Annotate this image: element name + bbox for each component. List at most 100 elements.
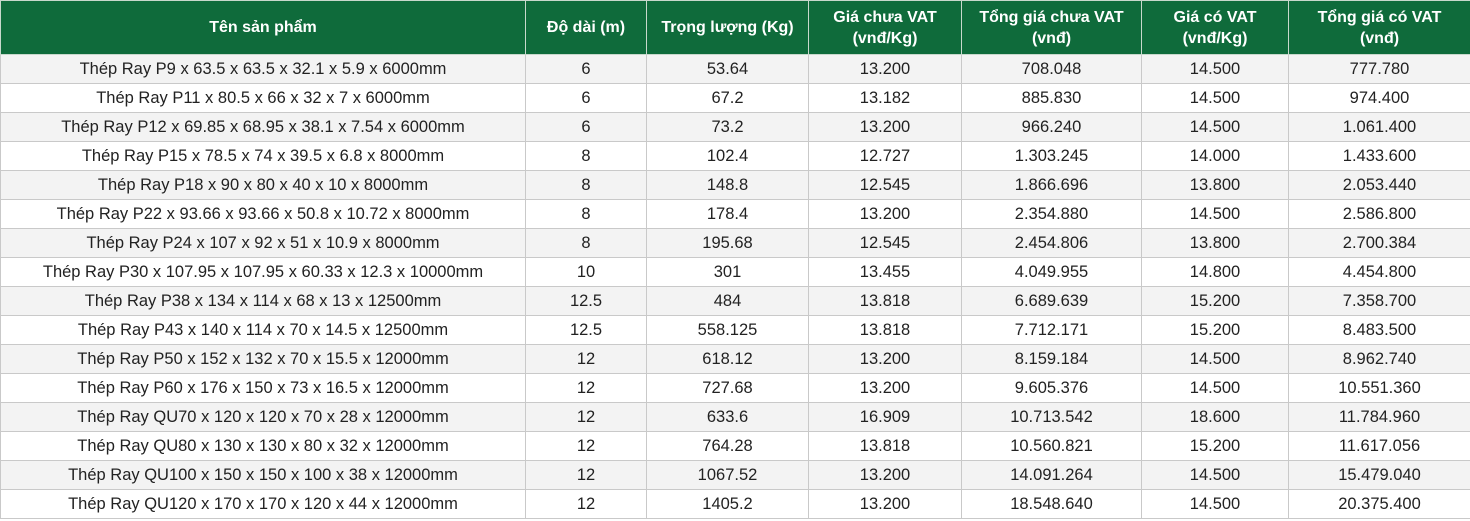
value-cell: 14.500: [1141, 460, 1289, 490]
value-cell: 484: [646, 286, 809, 316]
product-name-cell: Thép Ray QU80 x 130 x 130 x 80 x 32 x 12…: [0, 431, 526, 461]
value-cell: 12.545: [808, 228, 962, 258]
header-cell: Giá có VAT (vnđ/Kg): [1141, 0, 1289, 55]
value-cell: 102.4: [646, 141, 809, 171]
value-cell: 67.2: [646, 83, 809, 113]
value-cell: 2.354.880: [961, 199, 1142, 229]
header-cell: Độ dài (m): [525, 0, 647, 55]
value-cell: 53.64: [646, 54, 809, 84]
value-cell: 618.12: [646, 344, 809, 374]
product-name-cell: Thép Ray P15 x 78.5 x 74 x 39.5 x 6.8 x …: [0, 141, 526, 171]
value-cell: 11.784.960: [1288, 402, 1470, 432]
value-cell: 6: [525, 112, 647, 142]
value-cell: 13.200: [808, 112, 962, 142]
value-cell: 2.700.384: [1288, 228, 1470, 258]
product-name-cell: Thép Ray P50 x 152 x 132 x 70 x 15.5 x 1…: [0, 344, 526, 374]
value-cell: 7.712.171: [961, 315, 1142, 345]
value-cell: 8: [525, 141, 647, 171]
value-cell: 9.605.376: [961, 373, 1142, 403]
value-cell: 18.548.640: [961, 489, 1142, 519]
value-cell: 14.500: [1141, 54, 1289, 84]
table-row: Thép Ray P43 x 140 x 114 x 70 x 14.5 x 1…: [0, 315, 1470, 345]
value-cell: 12: [525, 460, 647, 490]
value-cell: 13.818: [808, 315, 962, 345]
value-cell: 764.28: [646, 431, 809, 461]
table-row: Thép Ray P18 x 90 x 80 x 40 x 10 x 8000m…: [0, 170, 1470, 200]
value-cell: 11.617.056: [1288, 431, 1470, 461]
product-name-cell: Thép Ray P22 x 93.66 x 93.66 x 50.8 x 10…: [0, 199, 526, 229]
value-cell: 6.689.639: [961, 286, 1142, 316]
table-row: Thép Ray P15 x 78.5 x 74 x 39.5 x 6.8 x …: [0, 141, 1470, 171]
value-cell: 14.500: [1141, 112, 1289, 142]
table-row: Thép Ray QU70 x 120 x 120 x 70 x 28 x 12…: [0, 402, 1470, 432]
value-cell: 13.200: [808, 344, 962, 374]
value-cell: 14.500: [1141, 373, 1289, 403]
table-row: Thép Ray QU120 x 170 x 170 x 120 x 44 x …: [0, 489, 1470, 519]
value-cell: 18.600: [1141, 402, 1289, 432]
product-name-cell: Thép Ray P60 x 176 x 150 x 73 x 16.5 x 1…: [0, 373, 526, 403]
value-cell: 558.125: [646, 315, 809, 345]
value-cell: 14.000: [1141, 141, 1289, 171]
value-cell: 7.358.700: [1288, 286, 1470, 316]
value-cell: 12.5: [525, 315, 647, 345]
product-name-cell: Thép Ray P18 x 90 x 80 x 40 x 10 x 8000m…: [0, 170, 526, 200]
value-cell: 1405.2: [646, 489, 809, 519]
product-name-cell: Thép Ray QU120 x 170 x 170 x 120 x 44 x …: [0, 489, 526, 519]
header-cell: Giá chưa VAT (vnđ/Kg): [808, 0, 962, 55]
value-cell: 14.800: [1141, 257, 1289, 287]
table-row: Thép Ray P38 x 134 x 114 x 68 x 13 x 125…: [0, 286, 1470, 316]
table-row: Thép Ray P22 x 93.66 x 93.66 x 50.8 x 10…: [0, 199, 1470, 229]
value-cell: 1.866.696: [961, 170, 1142, 200]
table-row: Thép Ray QU80 x 130 x 130 x 80 x 32 x 12…: [0, 431, 1470, 461]
product-name-cell: Thép Ray P43 x 140 x 114 x 70 x 14.5 x 1…: [0, 315, 526, 345]
value-cell: 1.303.245: [961, 141, 1142, 171]
value-cell: 13.200: [808, 54, 962, 84]
value-cell: 708.048: [961, 54, 1142, 84]
value-cell: 20.375.400: [1288, 489, 1470, 519]
value-cell: 13.800: [1141, 170, 1289, 200]
product-name-cell: Thép Ray QU70 x 120 x 120 x 70 x 28 x 12…: [0, 402, 526, 432]
value-cell: 13.200: [808, 460, 962, 490]
value-cell: 13.200: [808, 199, 962, 229]
product-name-cell: Thép Ray P38 x 134 x 114 x 68 x 13 x 125…: [0, 286, 526, 316]
value-cell: 12: [525, 431, 647, 461]
value-cell: 885.830: [961, 83, 1142, 113]
value-cell: 301: [646, 257, 809, 287]
product-name-cell: Thép Ray QU100 x 150 x 150 x 100 x 38 x …: [0, 460, 526, 490]
value-cell: 14.500: [1141, 344, 1289, 374]
table-row: Thép Ray P24 x 107 x 92 x 51 x 10.9 x 80…: [0, 228, 1470, 258]
value-cell: 73.2: [646, 112, 809, 142]
value-cell: 12: [525, 373, 647, 403]
value-cell: 966.240: [961, 112, 1142, 142]
value-cell: 8: [525, 228, 647, 258]
value-cell: 974.400: [1288, 83, 1470, 113]
value-cell: 14.500: [1141, 83, 1289, 113]
value-cell: 633.6: [646, 402, 809, 432]
header-cell: Trọng lượng (Kg): [646, 0, 809, 55]
table-row: Thép Ray P12 x 69.85 x 68.95 x 38.1 x 7.…: [0, 112, 1470, 142]
value-cell: 15.200: [1141, 315, 1289, 345]
value-cell: 10.551.360: [1288, 373, 1470, 403]
value-cell: 12.727: [808, 141, 962, 171]
value-cell: 148.8: [646, 170, 809, 200]
value-cell: 2.586.800: [1288, 199, 1470, 229]
value-cell: 1.061.400: [1288, 112, 1470, 142]
table-row: Thép Ray P30 x 107.95 x 107.95 x 60.33 x…: [0, 257, 1470, 287]
header-cell: Tổng giá có VAT (vnđ): [1288, 0, 1470, 55]
value-cell: 14.091.264: [961, 460, 1142, 490]
value-cell: 14.500: [1141, 199, 1289, 229]
value-cell: 13.182: [808, 83, 962, 113]
header-row: Tên sản phẩm Độ dài (m) Trọng lượng (Kg) Gi…: [0, 0, 1470, 55]
value-cell: 15.200: [1141, 286, 1289, 316]
value-cell: 13.200: [808, 489, 962, 519]
value-cell: 4.454.800: [1288, 257, 1470, 287]
value-cell: 12.545: [808, 170, 962, 200]
value-cell: 195.68: [646, 228, 809, 258]
value-cell: 8.159.184: [961, 344, 1142, 374]
value-cell: 8.962.740: [1288, 344, 1470, 374]
value-cell: 8: [525, 170, 647, 200]
header-cell: Tên sản phẩm: [0, 0, 526, 55]
value-cell: 13.818: [808, 431, 962, 461]
value-cell: 2.053.440: [1288, 170, 1470, 200]
